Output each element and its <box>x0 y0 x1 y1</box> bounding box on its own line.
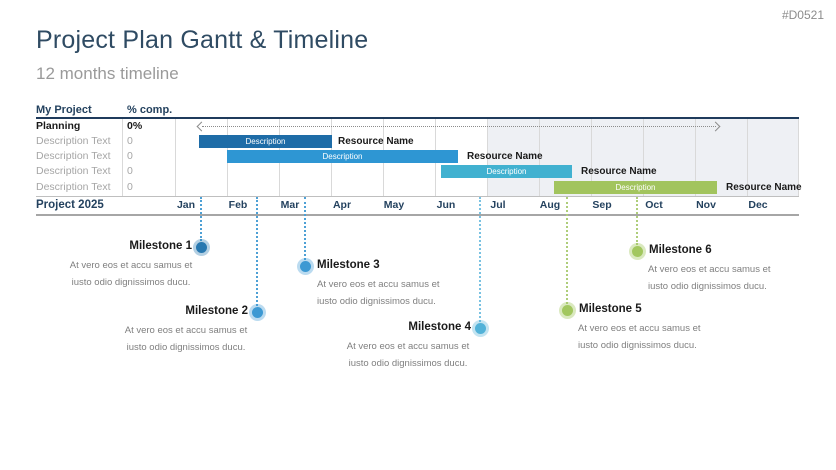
template-code: #D0521 <box>781 8 824 22</box>
page-subtitle: 12 months timeline <box>36 64 179 83</box>
milestone-title: Milestone 2 <box>185 305 248 317</box>
milestone-title: Milestone 5 <box>579 303 642 315</box>
resource-label: Resource Name <box>467 151 543 162</box>
gantt-bar-label: Description <box>615 183 656 192</box>
milestone-description: At vero eos et accu samus et iusto odio … <box>124 325 248 353</box>
milestone-title: Milestone 1 <box>129 240 192 252</box>
milestone-connector <box>200 197 202 241</box>
month-tick: Jun <box>436 199 456 211</box>
task-row-label: Description Text <box>36 150 111 162</box>
axis-bottom-rule <box>36 214 799 216</box>
month-gridline <box>175 119 176 196</box>
milestone-title: Milestone 6 <box>649 244 712 256</box>
timeline-title: Project 2025 <box>36 199 104 211</box>
task-row-label: Description Text <box>36 181 111 193</box>
milestone-description: At vero eos et accu samus et iusto odio … <box>648 264 771 292</box>
month-tick: Dec <box>748 199 768 211</box>
month-tick: May <box>383 199 405 211</box>
resource-label: Resource Name <box>338 136 414 147</box>
table-header-completion: % comp. <box>127 104 173 116</box>
task-row-label: Description Text <box>36 165 111 177</box>
month-tick: Jul <box>490 199 506 211</box>
month-tick: Jan <box>176 199 196 211</box>
month-tick: Mar <box>280 199 300 211</box>
month-gridline <box>591 119 592 196</box>
milestone-dot <box>300 261 311 272</box>
month-tick: Sep <box>592 199 612 211</box>
milestone-connector <box>304 197 306 260</box>
month-axis: Jan Feb Mar Apr May Jun Jul Aug Sep Oct … <box>160 199 784 211</box>
month-tick: Nov <box>696 199 716 211</box>
milestone-connector <box>256 197 258 306</box>
task-row-completion: 0 <box>127 150 133 162</box>
milestone-description: At vero eos et accu samus et iusto odio … <box>69 260 193 288</box>
milestone-dot <box>632 246 643 257</box>
month-tick: Feb <box>228 199 248 211</box>
month-tick: Aug <box>539 199 561 211</box>
month-tick: Apr <box>332 199 352 211</box>
task-row-label: Description Text <box>36 135 111 147</box>
month-gridline <box>643 119 644 196</box>
milestone-description: At vero eos et accu samus et iusto odio … <box>346 341 470 369</box>
milestone-title: Milestone 4 <box>408 321 471 333</box>
milestone-connector <box>479 197 481 322</box>
gantt-bar: Description <box>441 165 572 178</box>
month-gridline <box>539 119 540 196</box>
milestone-dot <box>252 307 263 318</box>
month-gridline <box>695 119 696 196</box>
task-row-completion: 0 <box>127 165 133 177</box>
month-gridline <box>798 119 799 196</box>
resource-label: Resource Name <box>581 166 657 177</box>
milestone-dot <box>562 305 573 316</box>
gantt-bar: Description <box>554 181 717 194</box>
planning-span-line <box>202 126 716 127</box>
gantt-bar-label: Description <box>245 137 286 146</box>
task-row-completion: 0% <box>127 120 143 132</box>
month-gridline <box>487 119 488 196</box>
table-header-project: My Project <box>36 104 92 116</box>
gantt-bar: Description <box>199 135 332 148</box>
milestone-title: Milestone 3 <box>317 259 380 271</box>
gantt-bar-label: Description <box>486 167 527 176</box>
page-title: Project Plan Gantt & Timeline <box>36 26 369 54</box>
milestone-dot <box>475 323 486 334</box>
task-row-completion: 0 <box>127 135 133 147</box>
header-rule <box>36 117 799 119</box>
task-row-completion: 0 <box>127 181 133 193</box>
axis-top-rule <box>36 196 799 197</box>
milestone-connector <box>566 197 568 304</box>
milestone-description: At vero eos et accu samus et iusto odio … <box>578 323 701 351</box>
milestone-connector <box>636 197 638 245</box>
month-tick: Oct <box>645 199 663 211</box>
arrow-left-icon <box>196 121 207 132</box>
month-gridline <box>747 119 748 196</box>
resource-label: Resource Name <box>726 182 802 193</box>
milestone-dot <box>196 242 207 253</box>
task-row-label: Planning <box>36 120 81 132</box>
milestone-description: At vero eos et accu samus et iusto odio … <box>317 279 440 307</box>
gantt-bar: Description <box>227 150 458 163</box>
gantt-bar-label: Description <box>322 152 363 161</box>
table-divider <box>122 119 123 196</box>
